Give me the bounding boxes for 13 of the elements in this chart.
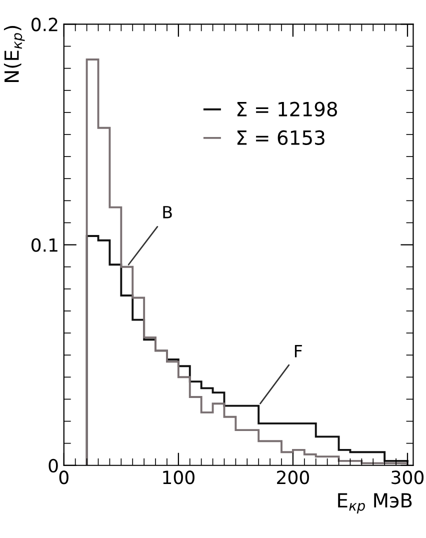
y-tick-label: 0.1 [32, 238, 58, 252]
legend-label: Σ = 12198 [237, 102, 337, 116]
x-tick-label: 100 [163, 470, 194, 484]
legend-label: Σ = 6153 [237, 130, 324, 146]
y-tick-label: 0 [48, 458, 58, 472]
annotation: F [294, 345, 302, 358]
annotation: B [163, 206, 172, 218]
x-tick-label: 200 [277, 470, 309, 484]
x-axis-title: E$_{кр}$ МэВ [338, 493, 412, 514]
x-tick-label: 0 [59, 470, 68, 484]
y-tick-label: 0.2 [32, 18, 58, 32]
x-tick-label: 300 [392, 470, 424, 484]
y-axis-title: N(E$_{кр}$) [4, 26, 25, 82]
